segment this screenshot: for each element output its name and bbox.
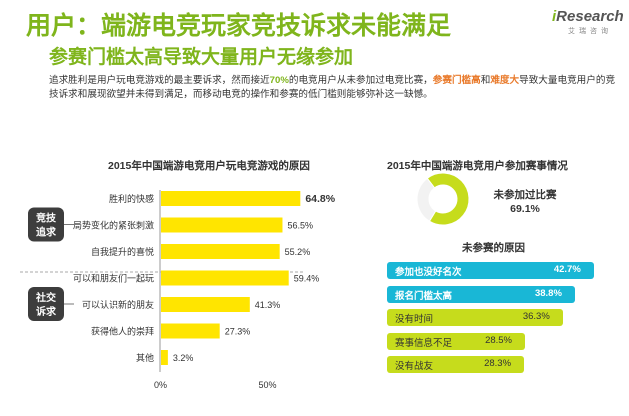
non-participation-label: 参加也没好名次: [395, 267, 462, 278]
non-participation-value: 36.3%: [522, 311, 550, 322]
non-participation-value: 28.5%: [485, 334, 512, 346]
bar-value-label: 3.2%: [173, 353, 194, 363]
bar-value-label: 41.3%: [255, 300, 281, 310]
bar-category-label: 可以和朋友们一起玩: [73, 273, 154, 284]
intro-highlight-threshold: 参赛门槛高: [432, 75, 481, 86]
bar-value-label: 59.4%: [294, 274, 320, 284]
x-tick-label: 0%: [154, 380, 167, 390]
non-participation-row: 没有战友 28.3%: [387, 356, 607, 373]
bar-4: [161, 270, 289, 286]
non-participation-row: 没有时间 36.3%: [387, 309, 607, 326]
right-chart-title: 2015年中国端游电竞用户参加赛事情况: [387, 160, 568, 172]
non-participation-label: 报名门槛太高: [395, 290, 453, 302]
group-badge-2: [28, 287, 64, 321]
non-participation-bar-4: [387, 332, 526, 350]
bar-value-label: 55.2%: [285, 247, 311, 257]
bar-category-label: 其他: [136, 352, 154, 363]
ring-slice-2: [416, 177, 437, 222]
non-participation-row: 参加也没好名次 42.7%: [387, 262, 607, 279]
intro-paragraph: 追求胜利是用户玩电竞游戏的最主要诉求，然而接近70%的电竞用户从未参加过电竞比赛…: [49, 74, 624, 102]
non-participation-label: 赛事信息不足: [395, 337, 453, 349]
page-title: 用户：端游电竞玩家竞技诉求未能满足: [26, 12, 452, 40]
bar-category-label: 可以认识新的朋友: [82, 299, 154, 310]
intro-part-1: 追求胜利是用户玩电竞游戏的最主要诉求，然而接近: [49, 75, 270, 86]
group-badge-line-1: 竞技: [35, 212, 57, 225]
page-subtitle: 参赛门槛太高导致大量用户无缘参加: [49, 47, 354, 68]
non-participation-label: 没有时间: [395, 314, 434, 325]
intro-and: 和: [480, 75, 491, 86]
non-participation-bar-2: [387, 285, 575, 303]
bar-value-label: 64.8%: [305, 193, 335, 205]
non-participation-value: 28.3%: [484, 358, 512, 369]
intro-highlight-difficulty: 难度大: [490, 75, 520, 86]
ring-label: 未参加过比赛 69.1%: [485, 188, 565, 216]
logo-wordmark: iResearch: [552, 8, 624, 25]
non-participation-value: 42.7%: [553, 264, 581, 275]
logo-i: i: [552, 8, 557, 25]
non-participation-row: 报名门槛太高 38.8%: [387, 285, 607, 303]
non-participation-row: 赛事信息不足 28.5%: [387, 332, 607, 350]
intro-part-2: 的电竞用户从未参加过电竞比赛，: [288, 75, 433, 86]
group-badge-1: [28, 207, 64, 242]
non-participation-value: 38.8%: [534, 287, 562, 299]
bar-3: [161, 244, 280, 259]
intro-highlight-pct: 70%: [269, 75, 289, 86]
x-tick-label: 50%: [259, 380, 277, 390]
logo-text: Research: [556, 8, 624, 25]
bar-7: [161, 350, 168, 365]
logo-subtext: 艾瑞咨询: [568, 28, 612, 35]
ring-slice-1: [426, 172, 470, 226]
bar-6: [161, 323, 220, 339]
ring-label-value: 69.1%: [510, 203, 540, 215]
group-badge-line-2: 诉求: [36, 305, 57, 318]
non-participation-bar-5: [387, 356, 525, 373]
iresearch-logo: iResearch 艾瑞咨询: [552, 8, 624, 38]
left-chart-title: 2015年中国端游电竞用户玩电竞游戏的原因: [108, 160, 310, 172]
non-participation-bar-3: [387, 309, 563, 326]
group-badge-line-1: 社交: [35, 291, 56, 304]
bar-1: [161, 191, 301, 206]
bar-category-label: 获得他人的崇拜: [91, 326, 154, 337]
bar-value-label: 56.5%: [287, 221, 313, 231]
non-participation-bar-1: [387, 262, 594, 279]
intro-part-3: 导致大量电竞用户的竞技诉求和展现欲望并未得到满足，而移动电竞的操作和参赛的低门槛…: [49, 75, 616, 100]
non-participation-label: 没有战友: [395, 361, 434, 372]
bar-category-label: 自我提升的喜悦: [91, 246, 154, 257]
bar-2: [161, 217, 283, 233]
bar-category-label: 局势变化的紧张刺激: [73, 220, 154, 231]
group-badge-line-2: 追求: [36, 226, 57, 239]
non-participation-title: 未参赛的原因: [462, 242, 525, 254]
bar-category-label: 胜利的快感: [109, 193, 154, 204]
bar-5: [161, 297, 250, 312]
bar-value-label: 27.3%: [225, 327, 251, 337]
ring-label-text: 未参加过比赛: [493, 189, 557, 201]
